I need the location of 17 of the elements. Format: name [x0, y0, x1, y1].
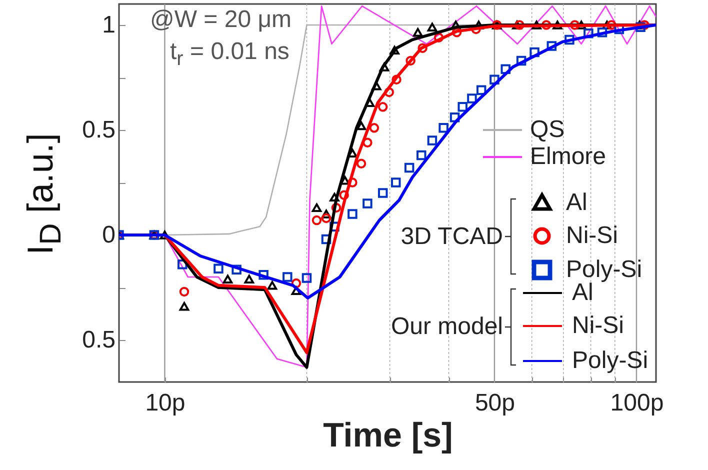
legend-label: Poly-Si [572, 347, 648, 375]
x-axis-title: Time [s] [323, 416, 453, 454]
y-tick-label: 0.5 [82, 116, 116, 144]
x-tick-label: 100p [610, 390, 664, 416]
y-tick-label: 0.5 [82, 326, 116, 354]
x-tick-label: 50p [474, 390, 515, 416]
legend-label: Al [566, 189, 588, 217]
annotation: 3D TCAD [400, 222, 503, 250]
legend-label: Elmore [530, 143, 606, 171]
annotation: Our model [390, 313, 503, 341]
y-tick-label: 0 [102, 222, 116, 248]
legend-label: Ni-Si [572, 312, 624, 340]
y-tick-label: 1 [102, 12, 116, 38]
legend-label: Ni-Si [566, 222, 618, 250]
annotation: t$_{r}$ = 0.01 ns [170, 38, 290, 71]
legend-label: QS [530, 116, 565, 144]
x-tick-label: 10p [145, 390, 186, 416]
